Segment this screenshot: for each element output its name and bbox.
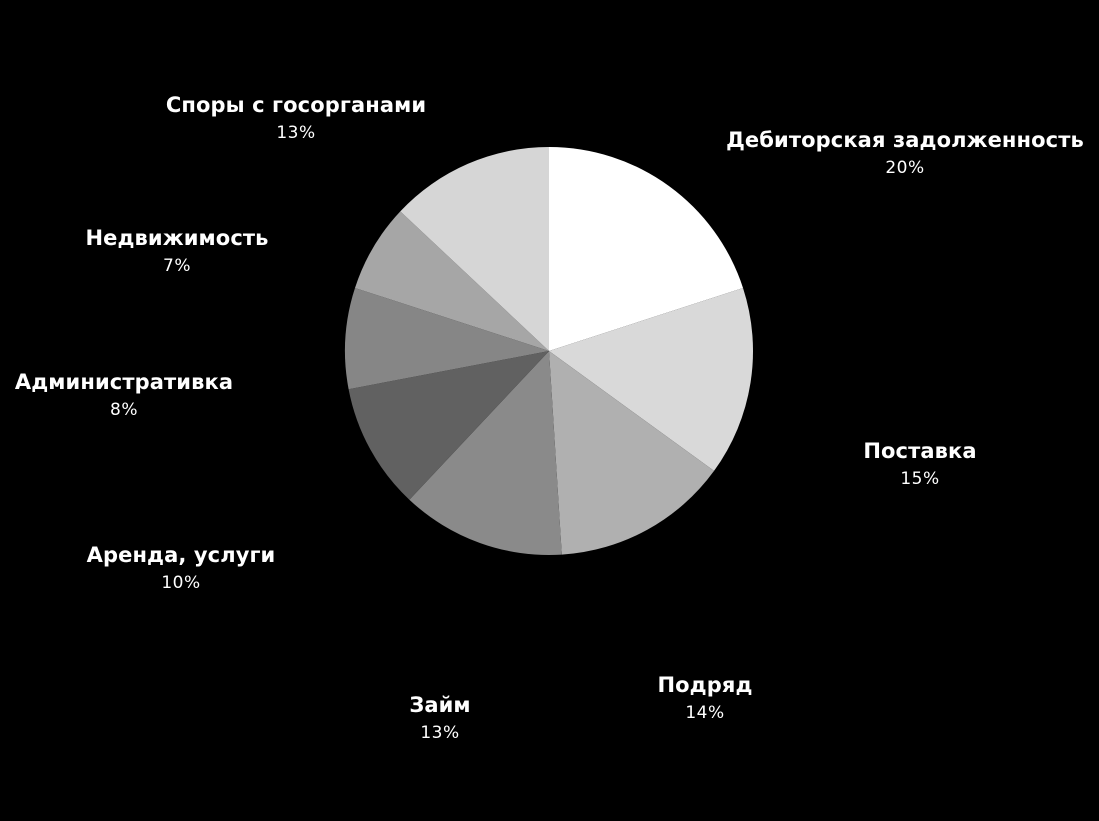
slice-label-value: 7% (163, 256, 191, 276)
pie-slice (409, 351, 562, 556)
pie-slice (549, 287, 754, 471)
pie-slice (549, 147, 744, 351)
pie-slice (549, 351, 715, 555)
slice-label: Недвижимость 7% (85, 224, 268, 278)
slice-label-name: Подряд (657, 673, 753, 697)
slice-label-value: 10% (161, 573, 201, 593)
slice-label-name: Административка (14, 370, 234, 394)
slice-label: Аренда, услуги 10% (87, 541, 276, 595)
pie-slice (348, 351, 549, 500)
slice-label-name: Займ (409, 693, 471, 717)
slice-label-value: 14% (685, 703, 725, 723)
slice-label: Займ 13% (409, 691, 470, 745)
slice-label: Поставка 15% (863, 437, 976, 491)
slice-label-name: Споры с госорганами (165, 93, 427, 117)
slice-label: Дебиторская задолженность 20% (726, 126, 1084, 180)
pie-slice (344, 287, 549, 390)
slice-label-value: 20% (885, 158, 925, 178)
pie-slice (400, 147, 549, 351)
slice-label-name: Поставка (863, 439, 977, 463)
slice-label: Административка 8% (15, 368, 233, 422)
slice-label-name: Дебиторская задолженность (726, 128, 1084, 152)
pie-slice (354, 211, 549, 351)
slice-label: Споры с госорганами 13% (166, 91, 426, 145)
slice-label-value: 13% (276, 123, 316, 143)
slice-label-value: 13% (420, 723, 460, 743)
slice-label: Подряд 14% (657, 671, 752, 725)
slice-label-value: 8% (110, 400, 138, 420)
slice-label-name: Недвижимость (85, 226, 269, 250)
slice-label-value: 15% (900, 469, 940, 489)
slice-label-name: Аренда, услуги (86, 543, 276, 567)
